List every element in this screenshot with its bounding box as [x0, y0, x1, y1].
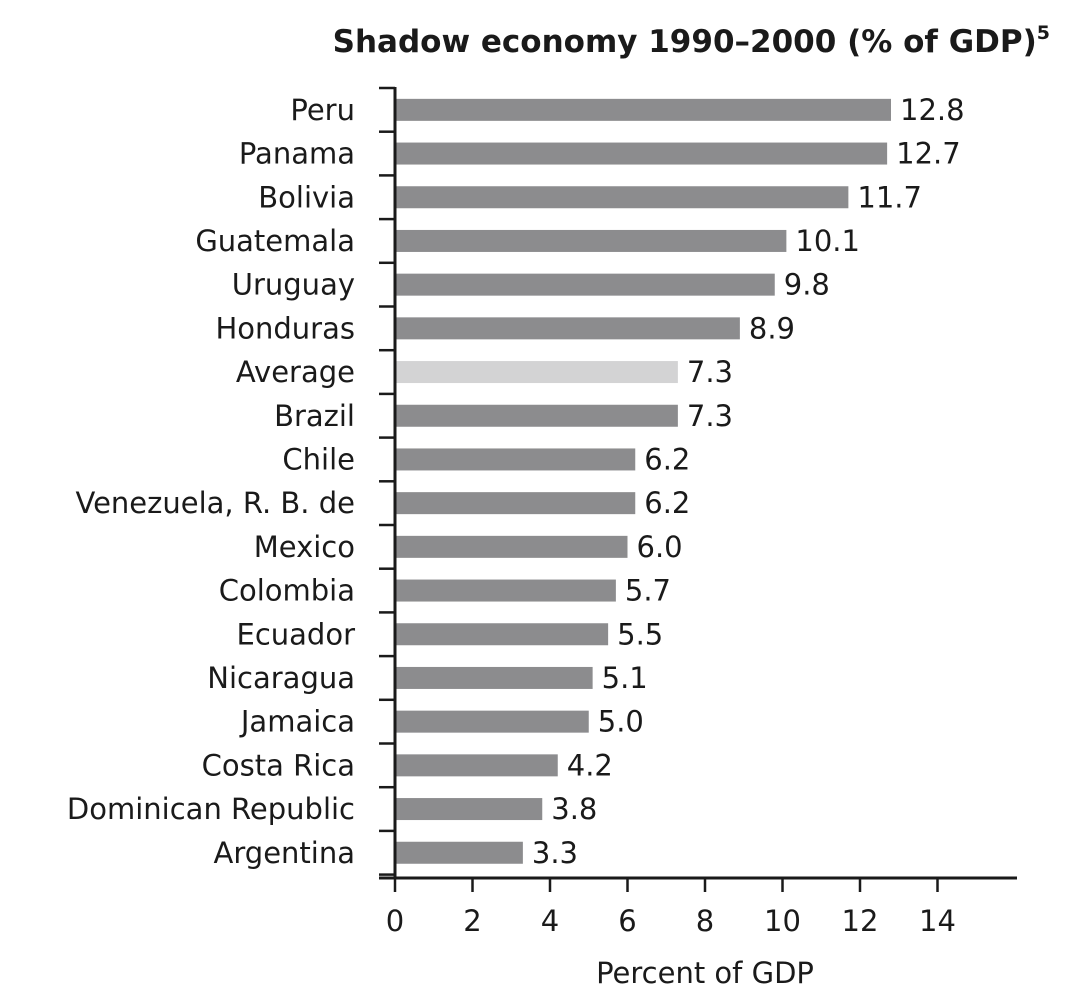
- x-tick-label: 8: [696, 904, 714, 938]
- x-tick-label: 6: [618, 904, 636, 938]
- value-label: 7.3: [687, 399, 733, 433]
- category-label: Bolivia: [258, 180, 355, 214]
- x-tick-label: 10: [764, 904, 801, 938]
- bar: [396, 798, 543, 821]
- category-label: Uruguay: [232, 268, 355, 302]
- value-label: 12.8: [900, 93, 965, 127]
- x-tick-label: 2: [463, 904, 481, 938]
- bar: [396, 98, 891, 121]
- value-label: 4.2: [567, 748, 613, 782]
- value-label: 6.2: [644, 442, 690, 476]
- category-label: Mexico: [254, 530, 355, 564]
- x-tick-label: 4: [541, 904, 559, 938]
- chart-title-text: Shadow economy 1990–2000 (% of GDP): [333, 24, 1037, 60]
- value-label: 11.7: [857, 180, 922, 214]
- category-label: Costa Rica: [202, 748, 355, 782]
- category-label: Dominican Republic: [67, 792, 355, 826]
- value-label: 3.8: [551, 792, 597, 826]
- bar: [396, 273, 775, 296]
- value-label: 6.0: [637, 530, 683, 564]
- category-label: Brazil: [274, 399, 355, 433]
- value-label: 3.3: [532, 836, 578, 870]
- value-label: 12.7: [896, 137, 961, 171]
- category-label: Chile: [282, 442, 355, 476]
- bar: [396, 317, 740, 340]
- bar: [396, 754, 558, 777]
- axes-layer: 0 2 4 6 8 10 12 14: [379, 86, 1017, 938]
- category-label: Panama: [239, 137, 355, 171]
- x-tick-label: 12: [842, 904, 879, 938]
- category-label: Nicaragua: [207, 661, 355, 695]
- category-label: Ecuador: [237, 617, 356, 651]
- bar: [396, 404, 678, 427]
- bar: [396, 841, 523, 864]
- bar: [396, 579, 616, 602]
- category-label: Colombia: [219, 574, 355, 608]
- category-label: Guatemala: [195, 224, 355, 258]
- chart-title-superscript: 5: [1037, 22, 1050, 44]
- category-label: Peru: [290, 93, 355, 127]
- value-label: 8.9: [749, 311, 795, 345]
- bar: [396, 535, 628, 558]
- value-label: 9.8: [784, 268, 830, 302]
- bar: [396, 448, 636, 471]
- category-label: Venezuela, R. B. de: [76, 486, 356, 520]
- bars-layer: Peru 12.8 Panama 12.7 Bolivia 11.7 Guatemala 10…: [67, 93, 965, 870]
- bar: [396, 186, 849, 209]
- value-label: 5.1: [602, 661, 648, 695]
- chart-title: Shadow economy 1990–2000 (% of GDP)5: [333, 22, 1050, 60]
- value-label: 5.7: [625, 574, 671, 608]
- bar: [396, 229, 787, 252]
- bar: [396, 492, 636, 515]
- x-tick-label: 14: [919, 904, 956, 938]
- value-label: 5.5: [617, 617, 663, 651]
- bar: [396, 623, 609, 646]
- bar: [396, 361, 678, 384]
- bar: [396, 142, 888, 165]
- x-axis-title: Percent of GDP: [596, 956, 814, 990]
- x-tick-label: 0: [386, 904, 404, 938]
- value-label: 5.0: [598, 705, 644, 739]
- value-label: 10.1: [795, 224, 860, 258]
- category-label: Honduras: [215, 311, 355, 345]
- value-label: 6.2: [644, 486, 690, 520]
- category-label: Average: [236, 355, 355, 389]
- category-label: Jamaica: [239, 705, 355, 739]
- bar: [396, 666, 593, 689]
- value-label: 7.3: [687, 355, 733, 389]
- category-label: Argentina: [214, 836, 355, 870]
- bar: [396, 710, 589, 733]
